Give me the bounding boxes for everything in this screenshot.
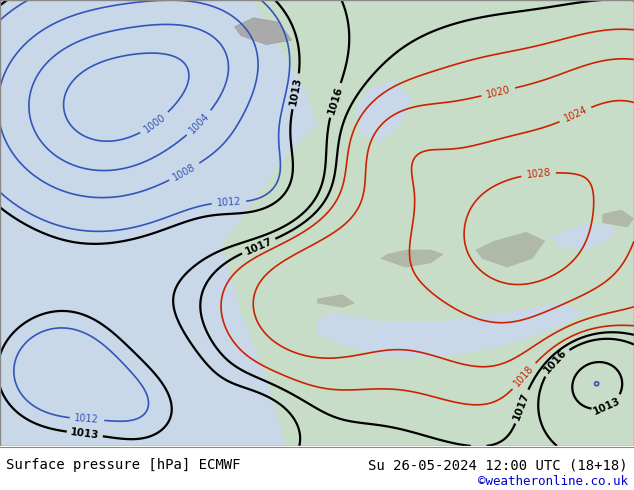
Text: 1024: 1024 xyxy=(562,105,589,124)
Text: 1018: 1018 xyxy=(512,364,536,389)
Polygon shape xyxy=(602,210,634,227)
Polygon shape xyxy=(317,294,355,308)
Polygon shape xyxy=(380,250,444,268)
Text: 1013: 1013 xyxy=(288,76,304,106)
Text: 1004: 1004 xyxy=(187,111,212,135)
Text: 1028: 1028 xyxy=(526,168,552,180)
Text: 1017: 1017 xyxy=(243,236,274,256)
Text: Su 26-05-2024 12:00 UTC (18+18): Su 26-05-2024 12:00 UTC (18+18) xyxy=(368,458,628,472)
Polygon shape xyxy=(0,0,317,446)
Text: 1000: 1000 xyxy=(142,112,167,135)
Text: 1017: 1017 xyxy=(512,391,531,422)
Text: 1012: 1012 xyxy=(74,413,100,425)
Polygon shape xyxy=(552,223,615,250)
Text: Surface pressure [hPa] ECMWF: Surface pressure [hPa] ECMWF xyxy=(6,458,241,472)
Text: 1013: 1013 xyxy=(70,427,100,441)
Text: 1013: 1013 xyxy=(592,396,622,417)
Polygon shape xyxy=(235,18,292,45)
Polygon shape xyxy=(317,303,583,357)
Text: 1016: 1016 xyxy=(326,85,344,116)
Text: 1020: 1020 xyxy=(485,84,512,99)
Text: 1008: 1008 xyxy=(171,162,198,182)
Polygon shape xyxy=(476,232,545,268)
Text: ©weatheronline.co.uk: ©weatheronline.co.uk xyxy=(477,475,628,488)
Polygon shape xyxy=(355,80,412,143)
Text: 1016: 1016 xyxy=(542,347,569,376)
Text: 1012: 1012 xyxy=(216,196,242,208)
